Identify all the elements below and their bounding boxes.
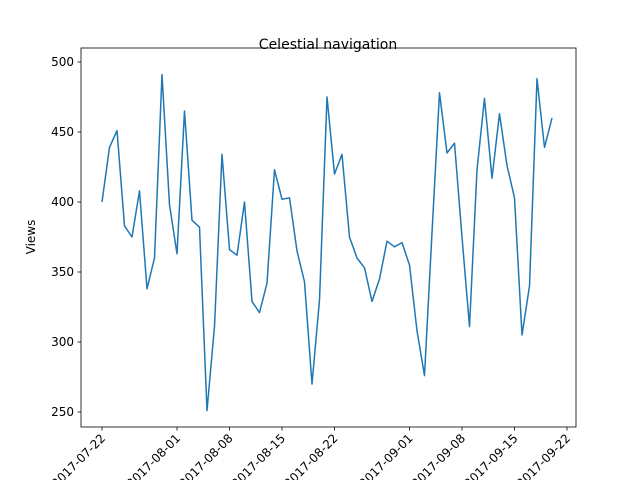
y-tick-label: 250 xyxy=(51,405,74,419)
line xyxy=(101,73,553,412)
x-tick-label: 2017-08-22 xyxy=(281,431,340,480)
y-tick-label: 500 xyxy=(51,55,74,69)
x-tick-label: 2017-09-08 xyxy=(409,431,468,480)
x-tick-label: 2017-09-15 xyxy=(461,431,520,480)
y-tick-label: 400 xyxy=(51,195,74,209)
x-tick-label: 2017-08-01 xyxy=(124,431,183,480)
x-tick-label: 2017-08-15 xyxy=(229,431,288,480)
x-tick-label: 2017-09-22 xyxy=(514,431,573,480)
x-tick-label: 2017-09-01 xyxy=(356,431,415,480)
y-axis-label: Views xyxy=(24,220,38,255)
y-tick-label: 350 xyxy=(51,265,74,279)
chart-title: Celestial navigation xyxy=(259,37,397,53)
x-tick-label: 2017-08-08 xyxy=(176,431,235,480)
y-tick-label: 450 xyxy=(51,125,74,139)
plot-frame xyxy=(80,47,577,428)
y-tick-label: 300 xyxy=(51,335,74,349)
x-tick-label: 2017-07-22 xyxy=(49,431,108,480)
